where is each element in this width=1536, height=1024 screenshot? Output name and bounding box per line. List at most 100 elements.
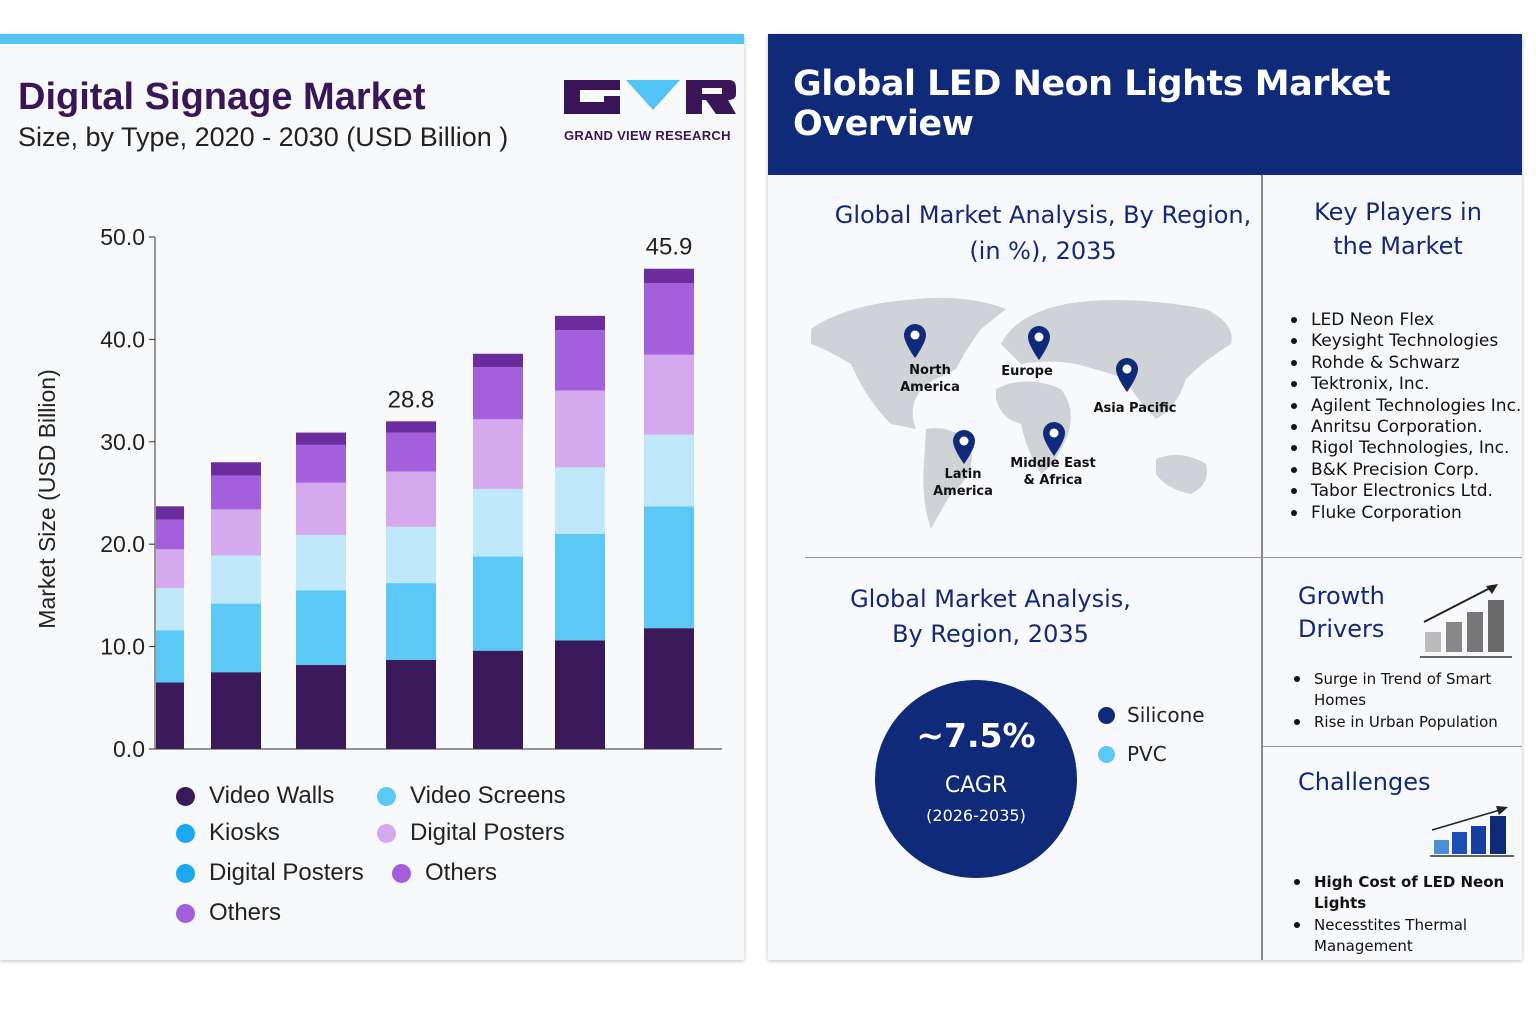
region-label: Latin America [933, 467, 993, 499]
bar-segment [211, 603, 261, 673]
chart-title: Digital Signage Market [18, 76, 426, 118]
bar-segment [644, 628, 694, 749]
legend-item: Video Screens [377, 782, 566, 810]
bar-segment [644, 283, 694, 355]
logo-text: GRAND VIEW RESEARCH [564, 128, 731, 143]
legend-dot [1098, 745, 1115, 763]
bar-segment [644, 354, 694, 435]
cagr-label: CAGR [944, 773, 1008, 798]
y-tick-label: 10.0 [100, 634, 145, 660]
location-pin-icon [953, 430, 975, 464]
bar-segment [211, 672, 261, 749]
list-item: LED Neon Flex [1291, 310, 1521, 331]
region-label: Europe [1001, 364, 1053, 379]
region-label: North America [900, 363, 960, 395]
legend-label: Video Walls [209, 782, 335, 809]
legend-label: Kiosks [209, 819, 280, 846]
data-label: 28.8 [388, 386, 435, 413]
key-players-title: Key Players in the Market [1314, 198, 1482, 260]
bar-segment [156, 588, 184, 631]
digital-signage-panel: Digital Signage Market Size, by Type, 20… [0, 34, 744, 960]
bar-segment [296, 534, 346, 591]
bar-segment [555, 315, 605, 331]
y-tick-label: 20.0 [100, 531, 145, 557]
legend-dot [377, 823, 396, 843]
gvr-logo [564, 80, 736, 114]
x-tick-label: 2030 [643, 760, 694, 764]
x-tick-label: 2021 [210, 760, 261, 764]
legend-item: Digital Posters [377, 819, 565, 847]
legend-dot [377, 786, 396, 806]
cagr-value: ~7.5% [916, 716, 1036, 755]
growth-chart-icon [1420, 584, 1512, 658]
bar-segment [473, 419, 523, 489]
led-neon-panel: Global LED Neon Lights Market Overview G… [768, 34, 1522, 960]
legend-dot [176, 823, 195, 843]
cagr-period: (2026-2035) [926, 806, 1026, 825]
bar-segment [386, 421, 436, 433]
map-title: Global Market Analysis, By Region, (in %)… [834, 201, 1252, 265]
bar-segment [473, 650, 523, 749]
location-pin-icon [1028, 326, 1050, 360]
bar-segment [156, 519, 184, 550]
location-pin-icon [904, 324, 926, 358]
bar-segment [296, 590, 346, 666]
x-tick-label: 2022 [295, 760, 346, 764]
legend-item: Others [392, 859, 497, 887]
list-item: Tektronix, Inc. [1291, 374, 1521, 395]
x-tick-label: 2023 [385, 760, 436, 764]
list-item: High Cost of LED Neon Lights [1294, 872, 1514, 915]
cagr-badge: ~7.5% CAGR (2026-2035) [875, 680, 1077, 878]
region-label: Asia Pacific [1093, 401, 1177, 416]
bar-segment [211, 509, 261, 556]
legend-label: Digital Posters [410, 819, 565, 846]
list-item: Rohde & Schwarz [1291, 353, 1521, 374]
location-pin-icon [1116, 358, 1138, 392]
divider [1261, 175, 1263, 960]
bar-segment [644, 434, 694, 507]
bar-segment [296, 665, 346, 749]
divider [805, 557, 1522, 558]
bar-segment [211, 475, 261, 510]
bar-segment [555, 467, 605, 534]
list-item: B&K Precision Corp. [1291, 460, 1521, 481]
location-pin-icon [1043, 422, 1065, 456]
list-item: Necesstites Thermal Management [1294, 915, 1514, 958]
legend-dot [176, 903, 195, 923]
legend-pvc: PVC [1098, 742, 1167, 766]
bar-segment [473, 353, 523, 368]
data-label: 45.9 [646, 234, 693, 261]
overview-header: Global LED Neon Lights Market Overview [768, 34, 1522, 175]
y-tick-label: 30.0 [100, 429, 145, 455]
list-item: Rigol Technologies, Inc. [1291, 438, 1521, 459]
bar-segment [296, 444, 346, 483]
legend-silicone: Silicone [1098, 703, 1205, 727]
chart-subtitle: Size, by Type, 2020 - 2030 (USD Billion … [18, 122, 509, 152]
list-item: Tabor Electronics Ltd. [1291, 481, 1521, 502]
region-label: Middle East & Africa [1010, 456, 1096, 488]
bar-segment [555, 640, 605, 749]
list-item: Anritsu Corporation. [1291, 417, 1521, 438]
divider [1263, 746, 1522, 747]
list-item: Agilent Technologies Inc. [1291, 396, 1521, 417]
x-tick-label: 2024 [472, 760, 523, 764]
legend-dot [392, 863, 411, 883]
bar-segment [156, 682, 184, 749]
list-item: Surge in Trend of Smart Homes [1294, 669, 1522, 712]
bar-segment [473, 367, 523, 420]
legend-label: Others [425, 859, 498, 886]
x-tick-label: 2020 [141, 760, 192, 764]
growth-drivers-list: Surge in Trend of Smart Homes Rise in Urb… [1294, 669, 1522, 733]
legend-item: Kiosks [176, 819, 280, 847]
bar-segment [644, 506, 694, 629]
challenges-chart-icon [1430, 806, 1514, 857]
y-tick-label: 0.0 [113, 736, 145, 762]
legend-item: Others [176, 899, 281, 927]
list-item: Fluke Corporation [1291, 503, 1521, 524]
bar-segment [386, 471, 436, 527]
bar-segment [386, 659, 436, 749]
bar-segment [296, 482, 346, 535]
legend-label: Others [209, 899, 282, 926]
bar-segment [386, 583, 436, 660]
bar-segment [386, 526, 436, 584]
